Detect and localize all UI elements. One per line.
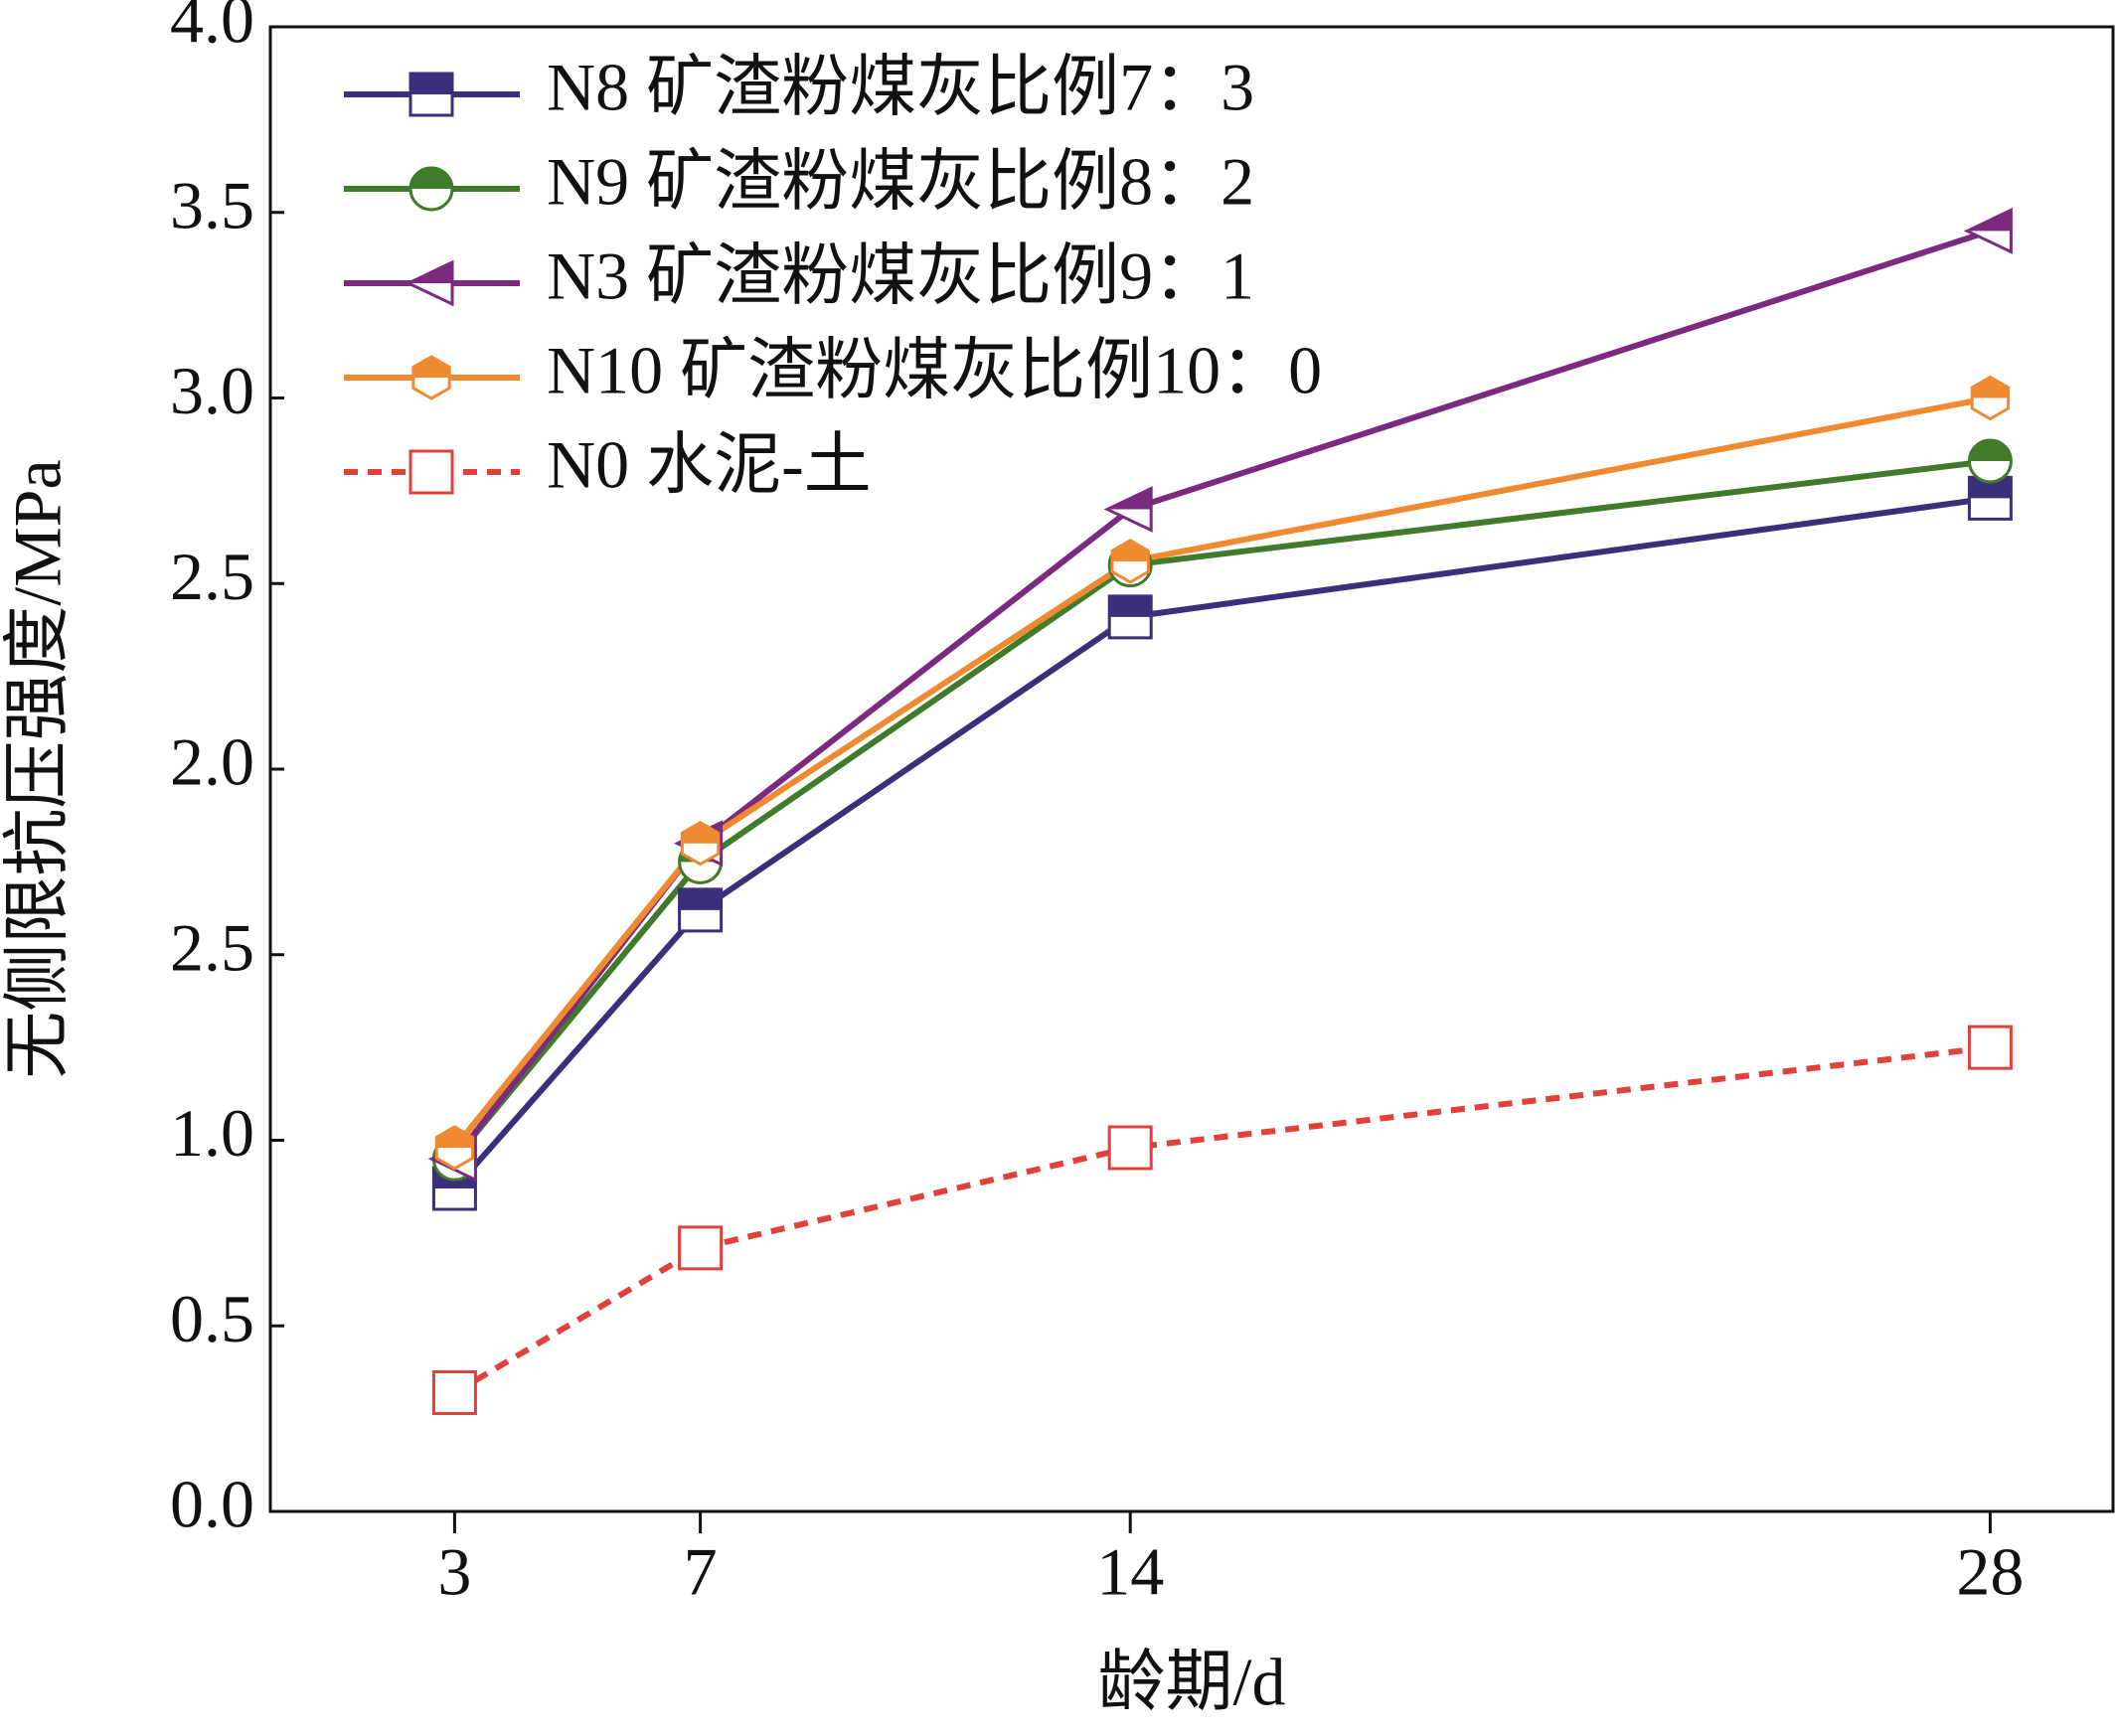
y-tick-label: 2.5 — [170, 539, 254, 614]
marker-fill — [407, 262, 452, 283]
marker-fill — [1109, 595, 1152, 617]
marker-fill — [412, 357, 450, 378]
y-tick-label: 2.0 — [170, 724, 254, 800]
marker — [434, 1125, 475, 1171]
marker-fill — [410, 74, 452, 94]
series-line — [452, 458, 1991, 1162]
legend-label: N3 矿渣粉煤灰比例9：1 — [547, 238, 1254, 314]
legend-label: N10 矿渣粉煤灰比例10：0 — [547, 333, 1322, 408]
marker-fill — [679, 888, 722, 910]
marker-outline — [408, 449, 454, 495]
marker — [1107, 1125, 1153, 1171]
legend-marker — [408, 72, 454, 117]
marker-fill — [1969, 477, 2012, 499]
y-tick-label: 3.0 — [170, 353, 254, 428]
y-tick-label: 1.0 — [170, 1095, 254, 1171]
marker — [680, 820, 721, 867]
marker — [1107, 594, 1153, 640]
x-axis-label: 龄期/d — [1098, 1645, 1286, 1720]
series-line — [452, 395, 1991, 1150]
marker — [1963, 208, 2013, 254]
marker-outline — [1967, 1025, 2013, 1070]
legend-marker — [408, 449, 454, 495]
series-line — [452, 228, 1992, 1162]
x-tick-label: 28 — [1956, 1534, 2024, 1610]
y-tick-label: 3.5 — [170, 167, 254, 242]
legend-label: N0 水泥-土 — [547, 427, 872, 503]
marker-fill — [1969, 439, 2012, 461]
marker-fill — [682, 822, 719, 844]
marker-outline — [1107, 1125, 1153, 1171]
x-tick-label: 7 — [684, 1534, 718, 1610]
marker-fill — [410, 168, 452, 189]
marker — [431, 1369, 477, 1415]
legend-label: N8 矿渣粉煤灰比例7：3 — [547, 50, 1254, 125]
y-tick-label: 0.0 — [170, 1467, 254, 1542]
marker — [1103, 486, 1153, 533]
series-line — [452, 495, 1991, 1191]
marker — [1970, 375, 2011, 421]
legend-label: N9 矿渣粉煤灰比例8：2 — [547, 144, 1254, 220]
marker-fill — [436, 1126, 473, 1148]
y-tick-label: 0.5 — [170, 1281, 254, 1356]
series-line — [452, 1044, 1991, 1396]
marker — [1967, 475, 2013, 521]
y-axis-label: 无侧限抗压强度/MPa — [0, 459, 76, 1078]
marker-fill — [1107, 488, 1152, 510]
y-tick-label: 4.0 — [170, 0, 254, 58]
legend-marker — [405, 259, 454, 307]
marker-fill — [1972, 377, 2009, 398]
y-tick-label: 2.5 — [170, 909, 254, 985]
x-tick-label: 3 — [437, 1534, 471, 1610]
marker — [678, 887, 724, 933]
marker-outline — [431, 1369, 477, 1415]
legend-marker — [411, 355, 451, 400]
marker-fill — [1967, 210, 2012, 232]
marker — [1967, 438, 2013, 484]
marker — [1967, 1025, 2013, 1070]
marker — [678, 1225, 724, 1271]
x-tick-label: 14 — [1096, 1534, 1164, 1610]
marker-fill — [1112, 540, 1149, 561]
legend-marker — [408, 166, 454, 212]
marker-outline — [678, 1225, 724, 1271]
marker — [1110, 539, 1150, 584]
